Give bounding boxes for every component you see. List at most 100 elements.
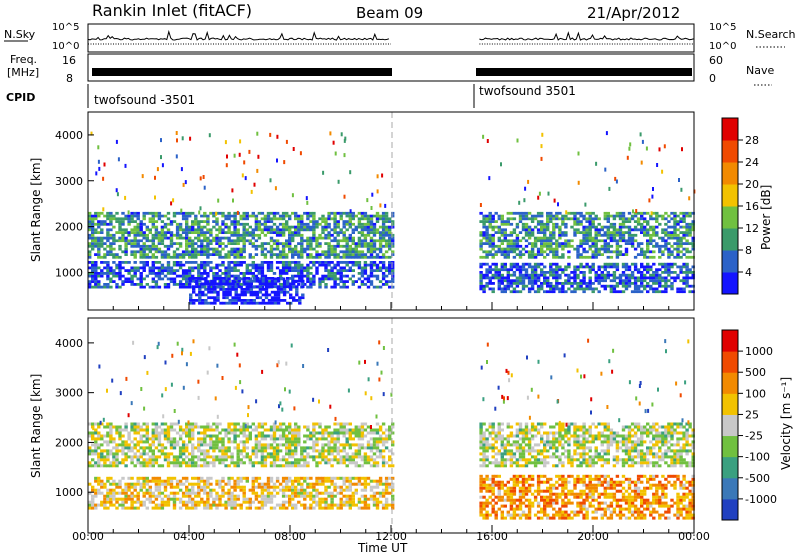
power-echo-cell: [372, 261, 377, 264]
power-echo-cell: [506, 220, 510, 223]
velocity-echo-cell: [203, 491, 207, 495]
power-echo-cell: [266, 217, 271, 221]
power-echo-cell: [154, 231, 159, 234]
power-echo-cell: [488, 222, 492, 226]
velocity-echo-cell: [97, 446, 101, 450]
power-echo-cell: [354, 242, 358, 245]
power-echo-cell: [360, 244, 365, 248]
power-echo-cell: [482, 214, 486, 218]
power-echo-cell: [603, 287, 607, 291]
power-echo-cell: [372, 269, 377, 272]
power-echo-cell: [567, 242, 571, 245]
power-echo-cell: [609, 233, 614, 237]
velocity-echo-cell: [139, 440, 143, 444]
power-scatter-point: [584, 202, 587, 207]
power-echo-cell: [500, 214, 504, 218]
velocity-echo-cell: [163, 500, 168, 504]
power-echo-cell: [658, 284, 662, 288]
power-scatter-point: [482, 134, 485, 139]
velocity-echo-cell: [136, 455, 140, 459]
velocity-echo-cell: [230, 455, 234, 459]
velocity-echo-cell: [388, 434, 392, 438]
power-echo-cell: [216, 299, 220, 302]
velocity-echo-cell: [260, 434, 265, 438]
power-echo-cell: [224, 222, 228, 226]
power-echo-cell: [570, 217, 574, 221]
power-echo-cell: [142, 261, 146, 264]
power-echo-cell: [351, 222, 355, 226]
power-echo-cell: [655, 276, 659, 280]
power-echo-cell: [97, 285, 101, 289]
power-echo-cell: [139, 285, 143, 289]
power-echo-cell: [606, 214, 610, 218]
velocity-echo-cell: [121, 443, 125, 447]
power-echo-cell: [567, 262, 571, 266]
power-echo-cell: [588, 279, 592, 283]
velocity-echo-cell: [124, 488, 128, 492]
power-echo-cell: [191, 274, 195, 278]
power-echo-cell: [624, 231, 629, 234]
power-echo-cell: [363, 236, 368, 240]
velocity-echo-cell: [197, 491, 201, 495]
power-echo-cell: [366, 263, 371, 267]
velocity-echo-cell: [257, 425, 262, 429]
power-echo-cell: [130, 242, 134, 245]
velocity-echo-cell: [163, 446, 168, 450]
power-echo-cell: [667, 242, 671, 245]
power-echo-cell: [224, 225, 228, 229]
velocity-echo-cell: [157, 485, 162, 489]
velocity-echo-cell: [391, 422, 395, 426]
power-echo-cell: [630, 236, 635, 240]
velocity-echo-cell: [372, 443, 377, 447]
velocity-echo-cell: [257, 506, 262, 510]
velocity-echo-cell: [251, 479, 255, 483]
velocity-echo-cell: [124, 506, 128, 510]
power-echo-cell: [112, 239, 116, 243]
velocity-echo-cell: [278, 425, 283, 429]
power-echo-cell: [500, 222, 504, 226]
power-echo-cell: [166, 222, 171, 226]
velocity-echo-cell: [375, 464, 380, 468]
power-echo-cell: [172, 211, 177, 215]
power-echo-cell: [294, 217, 298, 221]
power-echo-cell: [345, 253, 349, 256]
power-echo-cell: [188, 244, 192, 248]
velocity-echo-cell: [142, 446, 146, 450]
velocity-echo-cell: [130, 506, 134, 510]
power-echo-cell: [324, 236, 328, 240]
power-echo-cell: [142, 233, 146, 237]
power-echo-cell: [561, 282, 565, 285]
power-echo-cell: [160, 228, 165, 232]
power-echo-cell: [375, 211, 380, 215]
power-echo-cell: [667, 233, 671, 237]
velocity-echo-cell: [127, 449, 131, 453]
power-echo-cell: [384, 255, 389, 259]
power-echo-cell: [231, 282, 235, 286]
velocity-echo-cell: [130, 455, 134, 459]
velocity-echo-cell: [130, 500, 134, 504]
power-echo-cell: [254, 239, 259, 243]
velocity-echo-cell: [288, 422, 292, 426]
power-echo-cell: [227, 280, 231, 283]
power-echo-cell: [94, 272, 98, 275]
velocity-echo-cell: [154, 431, 159, 435]
power-echo-cell: [567, 244, 571, 248]
power-echo-cell: [154, 236, 159, 240]
power-echo-cell: [576, 273, 580, 277]
power-echo-cell: [133, 250, 137, 254]
power-echo-cell: [685, 268, 689, 272]
power-echo-cell: [269, 263, 274, 267]
power-echo-cell: [188, 283, 192, 286]
velocity-echo-cell: [360, 464, 365, 468]
velocity-echo-cell: [233, 425, 237, 429]
velocity-echo-cell: [297, 431, 301, 435]
velocity-echo-cell: [191, 455, 195, 459]
power-echo-cell: [103, 261, 107, 264]
power-echo-cell: [527, 273, 532, 277]
power-echo-cell: [255, 285, 260, 289]
power-scatter-point: [632, 209, 634, 214]
power-echo-cell: [233, 274, 237, 278]
power-echo-cell: [515, 282, 520, 285]
power-echo-cell: [573, 282, 577, 285]
power-scatter-point: [269, 132, 272, 137]
